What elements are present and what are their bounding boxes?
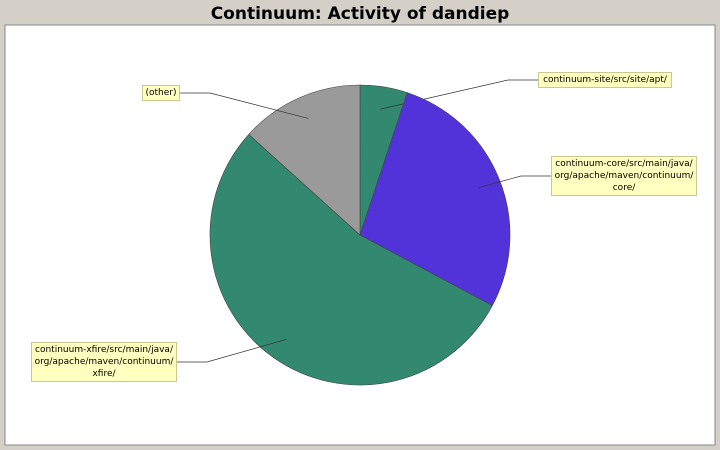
pie-slice — [359, 92, 511, 307]
slice-label: continuum-site/src/site/apt/ — [538, 72, 672, 88]
slice-label: (other) — [142, 85, 180, 101]
leader-line — [177, 338, 287, 363]
slice-label: continuum-xfire/src/main/java/org/apache… — [31, 342, 177, 382]
pie-slice — [248, 84, 361, 236]
pie-slice — [209, 133, 493, 386]
slice-label: continuum-core/src/main/java/org/apache/… — [551, 156, 697, 196]
chart-title: Continuum: Activity of dandiep — [211, 4, 510, 24]
leader-line — [180, 92, 309, 119]
leader-line — [478, 175, 551, 189]
